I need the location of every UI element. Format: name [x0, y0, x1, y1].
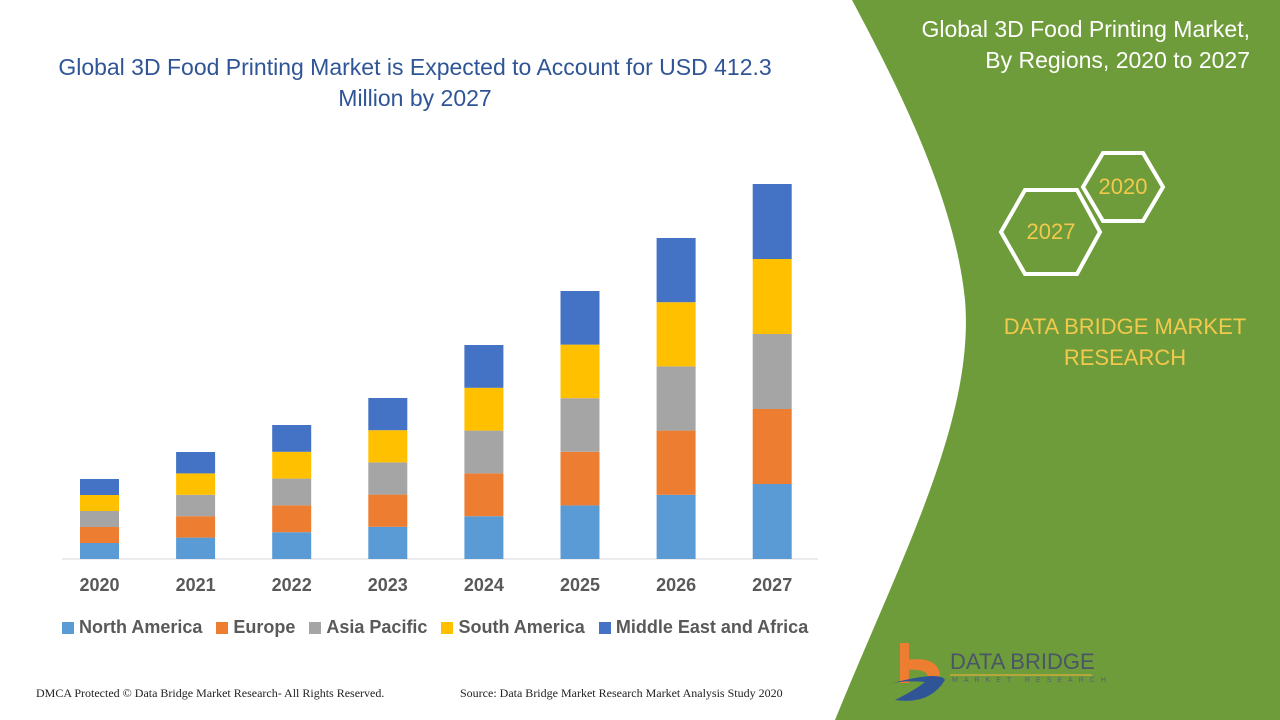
bar-2022-europe	[272, 505, 312, 533]
bar-2026-middle-east-and-africa	[656, 238, 696, 303]
legend-label: Asia Pacific	[326, 617, 428, 637]
bar-2020-asia-pacific	[80, 511, 119, 527]
bar-2021-south-america	[176, 473, 216, 495]
x-tick-label: 2021	[175, 575, 216, 595]
bar-2023-south-america	[368, 430, 408, 463]
footer-source: Source: Data Bridge Market Research Mark…	[460, 686, 783, 700]
bar-2025-europe	[560, 451, 600, 506]
hex-label-2020: 2020	[1098, 174, 1148, 199]
bar-2027-south-america	[752, 259, 792, 334]
bar-2023-north-america	[368, 526, 408, 559]
bar-2024-asia-pacific	[464, 430, 504, 474]
legend-item: Asia Pacific	[309, 617, 427, 638]
bar-2020-south-america	[80, 495, 119, 511]
legend-item: Europe	[216, 617, 295, 638]
bar-2020-middle-east-and-africa	[80, 479, 119, 495]
legend-label: Middle East and Africa	[615, 617, 809, 637]
brand-line1: DATA BRIDGE MARKET	[1003, 314, 1247, 339]
legend-label: South America	[458, 617, 585, 637]
legend: North America Europe Asia Pacific South Ame…	[62, 617, 808, 638]
bar-2024-north-america	[464, 516, 504, 559]
bar-2026-north-america	[656, 494, 696, 559]
legend-swatch	[62, 621, 74, 634]
hexagon-2020	[1080, 151, 1166, 223]
logo-icon	[885, 643, 945, 701]
bar-2020-north-america	[80, 543, 119, 559]
x-tick-label: 2026	[656, 575, 697, 595]
legend-swatch	[216, 621, 229, 634]
bar-2027-asia-pacific	[752, 334, 792, 409]
bar-2027-north-america	[752, 484, 792, 559]
legend-label: North America	[79, 617, 203, 637]
bar-2023-europe	[368, 494, 408, 527]
logo-text: DATA BRIDGE	[950, 649, 1095, 674]
x-tick-label: 2025	[559, 575, 601, 595]
bar-2022-asia-pacific	[272, 478, 312, 506]
x-tick-label: 2022	[271, 575, 312, 595]
bar-2027-europe	[752, 409, 792, 484]
hexagon-2027	[998, 188, 1103, 276]
bar-2024-europe	[464, 473, 504, 517]
bar-2026-asia-pacific	[656, 366, 696, 431]
bar-2020-europe	[80, 527, 119, 543]
chart-title: Global 3D Food Printing Market is Expect…	[58, 54, 772, 111]
brand-text: DATA BRIDGE MARKET RESEARCH	[980, 311, 1270, 373]
legend-item: North America	[62, 617, 202, 638]
legend-label: Europe	[233, 617, 296, 637]
bar-2022-south-america	[272, 451, 312, 479]
bar-2021-asia-pacific	[176, 494, 216, 517]
bar-2024-middle-east-and-africa	[464, 345, 504, 388]
bar-2025-asia-pacific	[560, 398, 600, 452]
x-tick-label: 2023	[367, 575, 408, 595]
side-panel-title: Global 3D Food Printing Market, By Regio…	[870, 14, 1250, 76]
bars-group	[80, 184, 792, 559]
bar-2025-middle-east-and-africa	[560, 291, 600, 345]
x-tick-label: 2024	[463, 575, 504, 595]
green-side-panel	[835, 0, 1280, 720]
legend-swatch	[598, 621, 611, 634]
legend-swatch	[441, 621, 454, 634]
logo-subtext: MARKET RESEARCH	[952, 677, 1112, 684]
side-title-line2: By Regions, 2020 to 2027	[985, 47, 1250, 73]
legend-item: Middle East and Africa	[598, 617, 809, 638]
bar-2025-south-america	[560, 344, 600, 399]
bar-2023-middle-east-and-africa	[368, 398, 408, 431]
footer-copyright: DMCA Protected © Data Bridge Market Rese…	[36, 686, 385, 700]
bar-2023-asia-pacific	[368, 462, 408, 495]
bar-2026-south-america	[656, 302, 696, 367]
brand-line2: RESEARCH	[1063, 345, 1187, 370]
bar-2021-europe	[176, 516, 216, 538]
bar-2022-north-america	[272, 532, 312, 559]
legend-swatch	[309, 621, 322, 634]
x-tick-label: 2020	[79, 575, 120, 595]
bar-2026-europe	[656, 430, 696, 495]
legend-item: South America	[441, 617, 585, 638]
x-tick-label: 2027	[752, 575, 793, 595]
bar-2027-middle-east-and-africa	[752, 184, 792, 259]
hex-label-2027: 2027	[1026, 219, 1076, 244]
bar-2022-middle-east-and-africa	[272, 425, 312, 452]
bar-2021-middle-east-and-africa	[176, 452, 216, 474]
bar-2025-north-america	[560, 505, 600, 559]
side-title-line1: Global 3D Food Printing Market,	[921, 16, 1250, 42]
bar-2021-north-america	[176, 537, 216, 559]
bar-2024-south-america	[464, 387, 504, 431]
